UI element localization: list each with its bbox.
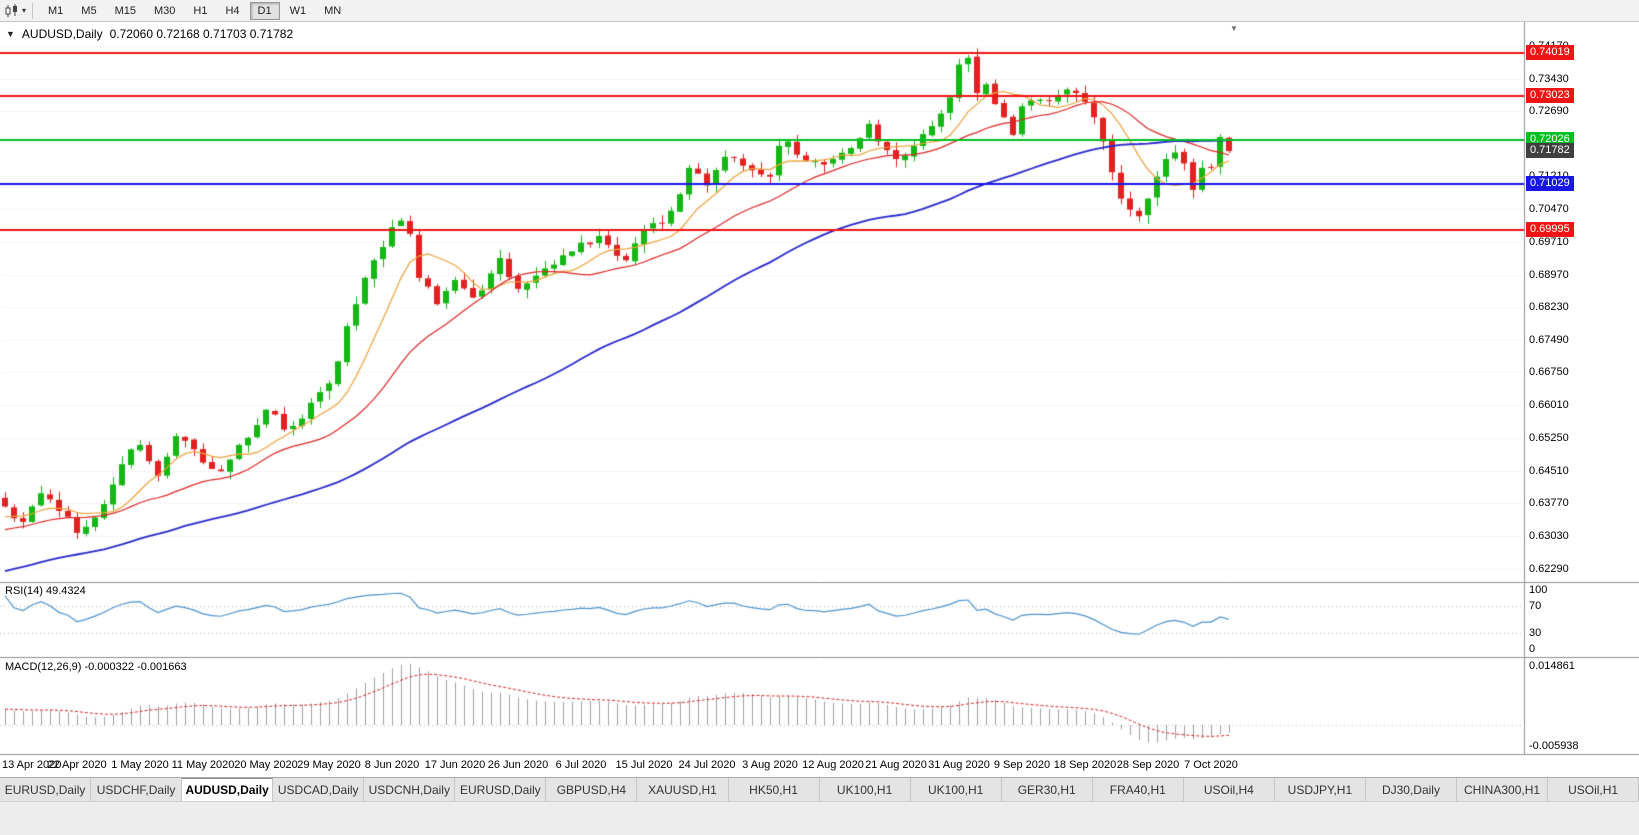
timeframe-button-d1[interactable]: D1 xyxy=(249,1,280,20)
current-price-badge: 0.71782 xyxy=(1526,143,1574,159)
chart-tab-usdchf-daily[interactable]: USDCHF,Daily xyxy=(91,778,183,801)
date-axis-label: 13 Apr 2020 xyxy=(2,759,62,771)
chart-window: ▼ AUDUSD,Daily 0.72060 0.72168 0.71703 0… xyxy=(0,22,1639,777)
chart-tabs-bar: EURUSD,Daily USDCHF,Daily AUDUSD,Daily USDC… xyxy=(0,777,1639,801)
timeframe-button-m15[interactable]: M15 xyxy=(114,4,136,17)
price-axis-label: 0.64510 xyxy=(1529,464,1569,477)
rsi-indicator-title: RSI(14) 49.4324 xyxy=(5,585,86,597)
chart-tab-dj30-daily[interactable]: DJ30,Daily xyxy=(1365,778,1457,801)
chart-tab-uk100-h1[interactable]: UK100,H1 xyxy=(819,778,911,801)
price-axis-label: 0.66750 xyxy=(1529,366,1569,379)
macd-axis-label: -0.005938 xyxy=(1529,740,1579,752)
timeframe-button-m30[interactable]: M30 xyxy=(153,4,176,17)
status-bar xyxy=(0,801,1639,835)
chart-ohlc-header: ▼ AUDUSD,Daily 0.72060 0.72168 0.71703 0… xyxy=(6,27,293,41)
macd-indicator-title: MACD(12,26,9) -0.000322 -0.001663 xyxy=(5,661,187,673)
date-axis-label: 22 Apr 2020 xyxy=(47,759,107,771)
timeframe-button-m5[interactable]: M5 xyxy=(81,4,97,17)
date-axis-label: 21 Aug 2020 xyxy=(865,759,927,771)
chart-tab-china300-h1[interactable]: CHINA300,H1 xyxy=(1457,778,1549,801)
chart-symbol-period: AUDUSD,Daily xyxy=(21,27,103,41)
rsi-axis-label: 70 xyxy=(1529,600,1542,613)
price-axis-label: 0.62290 xyxy=(1529,562,1569,575)
price-chart-canvas[interactable] xyxy=(0,22,1639,777)
date-axis-label: 6 Jul 2020 xyxy=(555,759,607,771)
date-axis-label: 26 Jun 2020 xyxy=(487,759,549,771)
chart-tab-hk50-h1[interactable]: HK50,H1 xyxy=(728,778,820,801)
chart-tab-ger30-h1[interactable]: GER30,H1 xyxy=(1001,778,1093,801)
price-axis-label: 0.73430 xyxy=(1529,72,1569,85)
price-level-badge: 0.69995 xyxy=(1526,221,1574,237)
chart-tab-usoil-h4[interactable]: USOil,H4 xyxy=(1183,778,1275,801)
price-axis-label: 0.72690 xyxy=(1529,105,1569,118)
price-axis-label: 0.68230 xyxy=(1529,301,1569,314)
chart-tab-usdcad-daily[interactable]: USDCAD,Daily xyxy=(273,778,365,801)
price-level-badge: 0.73023 xyxy=(1526,88,1574,104)
date-axis-label: 11 May 2020 xyxy=(171,759,235,771)
chart-tab-fra40-h1[interactable]: FRA40,H1 xyxy=(1092,778,1184,801)
date-axis-label: 15 Jul 2020 xyxy=(615,759,673,771)
macd-axis-label: 0.014861 xyxy=(1529,660,1575,672)
timeframe-button-m1[interactable]: M1 xyxy=(48,4,64,17)
price-level-badge: 0.74019 xyxy=(1526,44,1574,60)
chart-tab-xauusd-h1[interactable]: XAUUSD,H1 xyxy=(637,778,729,801)
date-axis-label: 8 Jun 2020 xyxy=(364,759,420,771)
price-axis-label: 0.70470 xyxy=(1529,202,1569,215)
chart-ohlc-values: 0.72060 0.72168 0.71703 0.71782 xyxy=(109,27,294,41)
date-axis-label: 7 Oct 2020 xyxy=(1184,759,1238,771)
rsi-axis-label: 30 xyxy=(1529,626,1542,639)
date-axis-label: 3 Aug 2020 xyxy=(742,759,798,771)
date-axis-label: 28 Sep 2020 xyxy=(1116,759,1180,771)
chart-tab-uk100-h1[interactable]: UK100,H1 xyxy=(910,778,1002,801)
timeframe-button-mn[interactable]: MN xyxy=(324,4,342,17)
chart-tab-audusd-daily[interactable]: AUDUSD,Daily xyxy=(182,778,274,801)
collapse-triangle-icon[interactable]: ▼ xyxy=(6,29,15,39)
date-axis-label: 1 May 2020 xyxy=(111,759,169,771)
price-axis-label: 0.69710 xyxy=(1529,236,1569,249)
price-axis-label: 0.63770 xyxy=(1529,497,1569,510)
date-axis-label: 31 Aug 2020 xyxy=(928,759,990,771)
candlestick-chart-icon[interactable] xyxy=(5,3,21,18)
rsi-axis-label: 0 xyxy=(1529,643,1536,655)
date-axis-label: 29 May 2020 xyxy=(297,759,361,771)
date-axis-label: 17 Jun 2020 xyxy=(424,759,486,771)
chart-shift-marker-icon[interactable]: ▼ xyxy=(1230,24,1238,33)
price-axis-label: 0.68970 xyxy=(1529,268,1569,281)
chart-tab-usdjpy-h1[interactable]: USDJPY,H1 xyxy=(1274,778,1366,801)
date-axis-label: 12 Aug 2020 xyxy=(802,759,864,771)
chart-tab-usdcnh-daily[interactable]: USDCNH,Daily xyxy=(364,778,456,801)
price-axis-label: 0.63030 xyxy=(1529,529,1569,542)
chart-tab-eurusd-daily[interactable]: EURUSD,Daily xyxy=(455,778,547,801)
rsi-axis-label: 100 xyxy=(1529,584,1548,596)
date-axis-label: 9 Sep 2020 xyxy=(993,759,1051,771)
price-axis-label: 0.66010 xyxy=(1529,398,1569,411)
timeframe-button-h1[interactable]: H1 xyxy=(193,4,208,17)
timeframe-button-h4[interactable]: H4 xyxy=(225,4,240,17)
chart-tab-eurusd-daily[interactable]: EURUSD,Daily xyxy=(0,778,92,801)
toolbar-separator xyxy=(32,2,34,19)
timeframe-toolbar: ▾ M1 M5 M15 M30 H1 H4 D1 W1 MN xyxy=(0,0,1639,22)
price-axis-label: 0.67490 xyxy=(1529,333,1569,346)
price-level-badge: 0.71029 xyxy=(1526,176,1574,192)
price-axis-label: 0.65250 xyxy=(1529,432,1569,445)
chart-tab-gbpusd-h4[interactable]: GBPUSD,H4 xyxy=(546,778,638,801)
timeframe-button-w1[interactable]: W1 xyxy=(289,4,307,17)
date-axis-label: 18 Sep 2020 xyxy=(1053,759,1117,771)
date-axis-label: 24 Jul 2020 xyxy=(678,759,736,771)
date-axis-label: 20 May 2020 xyxy=(234,759,298,771)
timeframe-buttons-group: M1 M5 M15 M30 H1 H4 D1 W1 MN xyxy=(39,1,350,20)
chart-type-dropdown-caret-icon[interactable]: ▾ xyxy=(22,6,27,15)
chart-tab-usoil-h1[interactable]: USOil,H1 xyxy=(1548,778,1639,801)
